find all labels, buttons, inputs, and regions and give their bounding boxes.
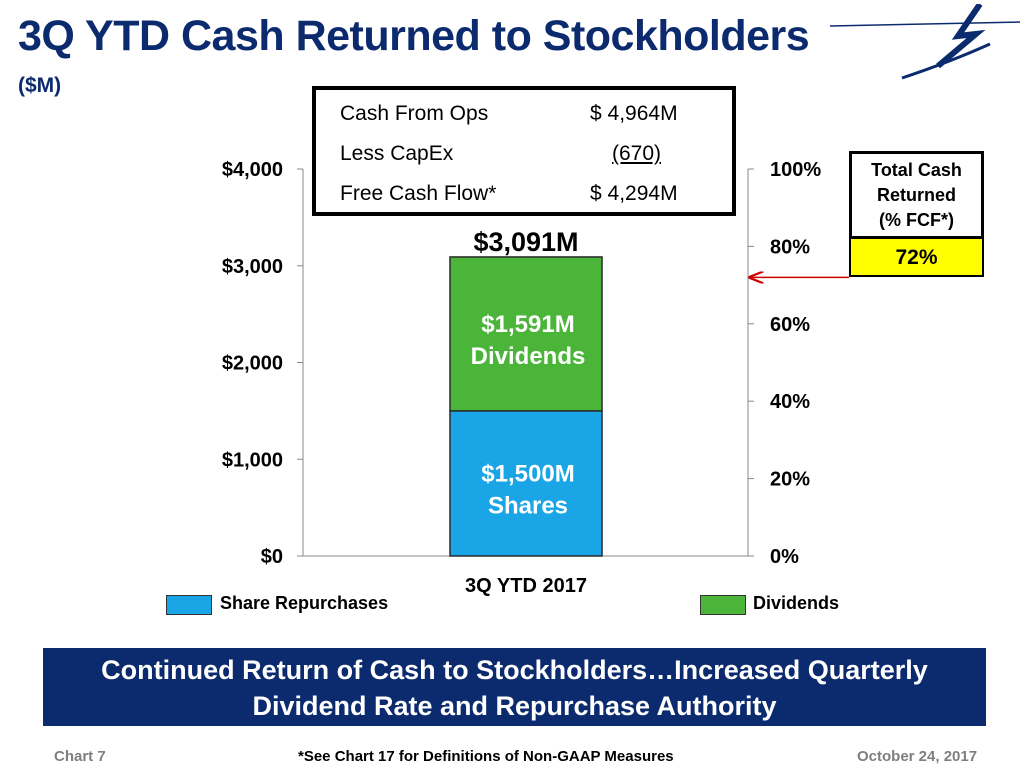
bar-series-label: Dividends: [471, 343, 586, 370]
free-cash-flow-box: Cash From Ops $ 4,964M Less CapEx (670) …: [312, 86, 736, 216]
footer-date: October 24, 2017: [857, 748, 978, 765]
star-logo-icon: [830, 4, 1020, 80]
banner-line1: Continued Return of Cash to Stockholders…: [101, 655, 928, 685]
x-category-label: 3Q YTD 2017: [465, 575, 587, 597]
bar-total-label: $3,091M: [473, 227, 578, 257]
legend-label-dividends: Dividends: [753, 593, 840, 613]
right-tick-label: 80%: [770, 236, 810, 258]
fcf-row-label: Cash From Ops: [340, 102, 489, 125]
legend-label-share-repurchases: Share Repurchases: [220, 593, 389, 613]
fcf-row-label: Less CapEx: [340, 142, 454, 165]
bar-segment-share-repurchases: [449, 410, 603, 557]
fcf-row-label: Free Cash Flow*: [340, 182, 497, 205]
stacked-bar-chart: $0 $1,000 $2,000 $3,000 $4,000 0% 20% 40% 60% 80%…: [222, 159, 849, 597]
tcr-label-line1: Total Cash: [871, 160, 962, 180]
fcf-row-value: $ 4,294M: [590, 182, 678, 205]
banner-line2: Dividend Rate and Repurchase Authority: [252, 691, 777, 721]
summary-banner: Continued Return of Cash to Stockholders…: [43, 648, 986, 726]
footer-note: *See Chart 17 for Definitions of Non-GAA…: [298, 748, 674, 765]
right-tick-label: 0%: [770, 546, 799, 568]
right-tick-label: 40%: [770, 391, 810, 413]
left-tick-label: $0: [261, 546, 283, 568]
bar-value-label: $1,591M: [481, 311, 574, 338]
left-tick-label: $4,000: [222, 159, 283, 181]
fcf-row-value: $ 4,964M: [590, 102, 678, 125]
total-cash-returned-value: 72%: [849, 239, 984, 277]
page-subtitle: ($M): [18, 74, 62, 97]
tcr-label-line2: Returned: [876, 185, 956, 205]
bar-series-label: Shares: [488, 492, 568, 519]
bar-segment-dividends: [449, 256, 603, 412]
right-tick-label: 100%: [770, 159, 821, 181]
right-tick-label: 60%: [770, 314, 810, 336]
page-title: 3Q YTD Cash Returned to Stockholders: [18, 12, 810, 60]
total-cash-returned-box: Total Cash Returned (% FCF*): [849, 151, 984, 239]
left-tick-label: $1,000: [222, 449, 283, 471]
legend-swatch-share-repurchases: [166, 595, 212, 615]
footer-chart-number: Chart 7: [54, 748, 106, 765]
left-tick-label: $2,000: [222, 353, 283, 375]
legend-swatch-dividends: [700, 595, 746, 615]
left-tick-label: $3,000: [222, 256, 283, 278]
right-tick-label: 20%: [770, 469, 810, 491]
tcr-label-line3: (% FCF*): [879, 210, 954, 230]
fcf-row-value: (670): [612, 142, 662, 165]
bar-value-label: $1,500M: [481, 460, 574, 487]
